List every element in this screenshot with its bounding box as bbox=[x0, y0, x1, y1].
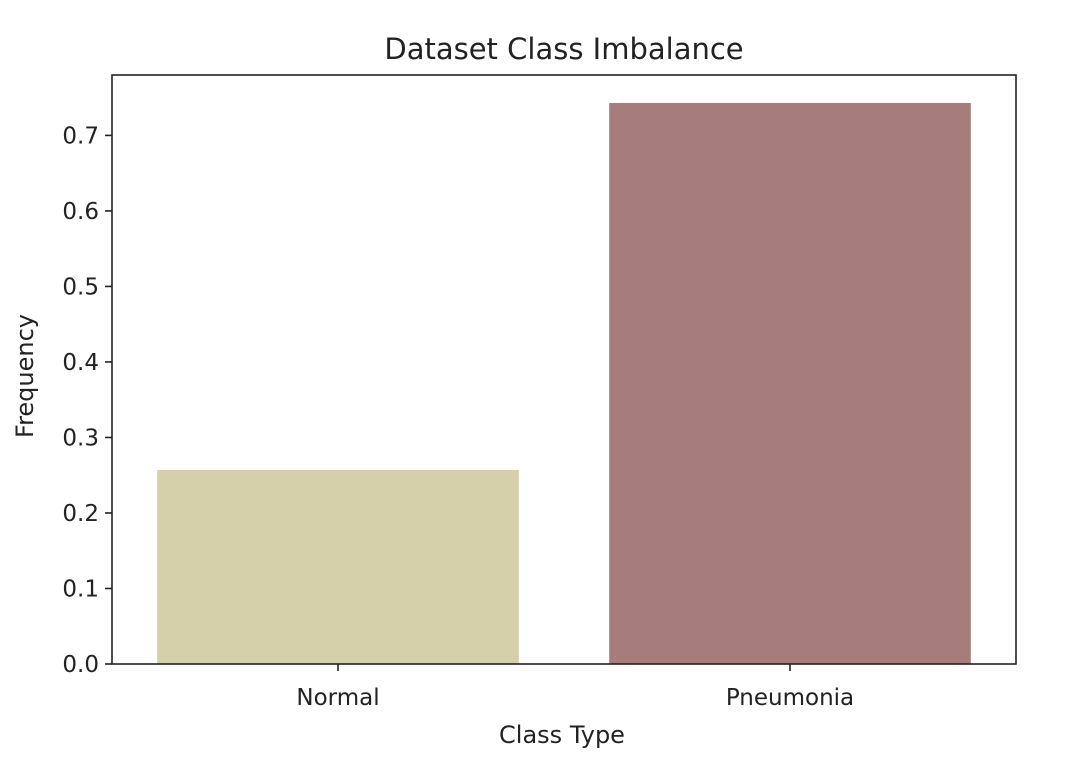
x-tick-label: Pneumonia bbox=[726, 685, 854, 711]
x-axis: Normal Pneumonia bbox=[296, 664, 854, 711]
bar-normal bbox=[157, 469, 519, 664]
chart-title: Dataset Class Imbalance bbox=[384, 32, 743, 66]
y-tick-label: 0.3 bbox=[62, 425, 99, 451]
y-tick-label: 0.2 bbox=[62, 501, 99, 527]
y-tick-label: 0.7 bbox=[62, 123, 99, 149]
y-tick-label: 0.6 bbox=[62, 199, 99, 225]
bar-pneumonia bbox=[609, 102, 971, 664]
y-axis-title: Frequency bbox=[11, 314, 39, 438]
bars-group bbox=[157, 102, 971, 664]
x-tick-label: Normal bbox=[296, 685, 379, 711]
y-tick-label: 0.4 bbox=[62, 350, 99, 376]
plot-frame bbox=[111, 74, 1017, 665]
y-axis: 0.0 0.1 0.2 0.3 0.4 0.5 0.6 0.7 bbox=[62, 123, 112, 678]
y-tick-label: 0.5 bbox=[62, 274, 99, 300]
y-tick-label: 0.0 bbox=[62, 652, 99, 678]
x-axis-title: Class Type bbox=[499, 721, 625, 749]
y-tick-label: 0.1 bbox=[62, 576, 99, 602]
